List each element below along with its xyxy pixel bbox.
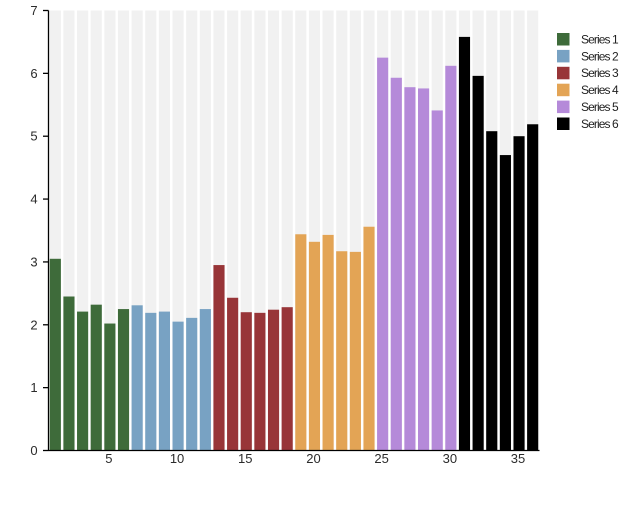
svg-text:0: 0: [30, 443, 37, 458]
svg-text:5: 5: [105, 451, 112, 466]
svg-text:20: 20: [306, 451, 320, 466]
svg-text:6: 6: [30, 66, 37, 81]
svg-text:Series 1: Series 1: [581, 32, 619, 46]
svg-text:Series 3: Series 3: [581, 66, 619, 80]
svg-text:Series 4: Series 4: [581, 83, 619, 97]
svg-text:2: 2: [30, 317, 37, 332]
svg-text:30: 30: [443, 451, 457, 466]
svg-text:10: 10: [170, 451, 184, 466]
svg-text:4: 4: [30, 192, 37, 207]
svg-text:3: 3: [30, 254, 37, 269]
svg-text:Series 2: Series 2: [581, 49, 619, 63]
svg-text:15: 15: [238, 451, 252, 466]
svg-text:Series 5: Series 5: [581, 100, 619, 114]
svg-text:7: 7: [30, 3, 37, 18]
svg-text:35: 35: [511, 451, 525, 466]
svg-text:25: 25: [374, 451, 388, 466]
svg-text:5: 5: [30, 129, 37, 144]
svg-text:1: 1: [30, 380, 37, 395]
svg-text:Series 6: Series 6: [581, 117, 619, 131]
